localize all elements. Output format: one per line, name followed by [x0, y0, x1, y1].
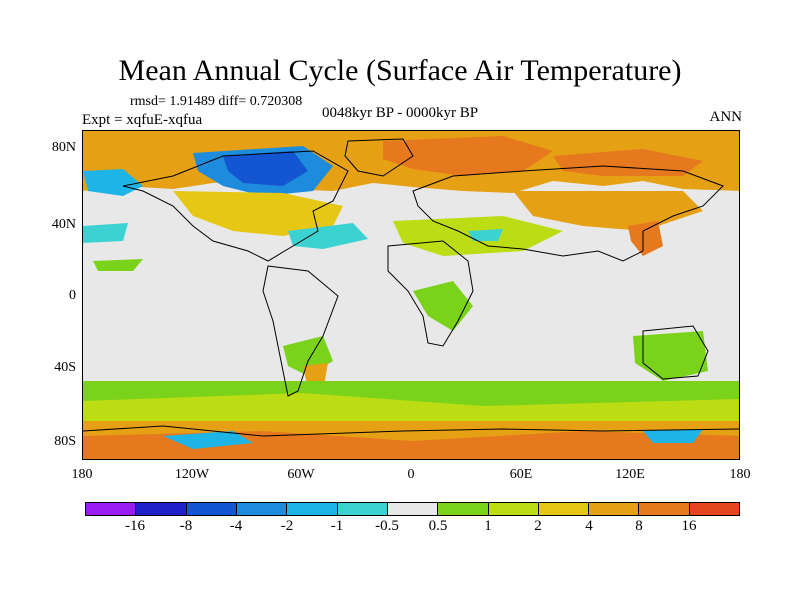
lon-label-120w: 120W	[174, 467, 210, 482]
coastline-north-america	[122, 150, 349, 262]
coastline-australia	[642, 325, 709, 380]
coastline-antarctica	[83, 425, 739, 437]
coastline-greenland	[344, 138, 414, 177]
anomaly-region-atlantic-cool	[288, 223, 368, 249]
lon-label-180-west: 180	[71, 467, 93, 482]
period-label: 0048kyr BP - 0000kyr BP	[322, 105, 479, 121]
colorbar-label: 8	[635, 518, 643, 534]
anomaly-region-na-mild	[173, 191, 343, 236]
anomaly-region-antarctica-cold-east	[643, 429, 703, 443]
colorbar-box	[589, 503, 640, 515]
colorbar-box	[186, 503, 237, 515]
coastline-south-america	[262, 265, 339, 397]
lon-label-60e: 60E	[509, 467, 533, 482]
colorbar-box	[86, 503, 137, 515]
anomaly-region-alaska-cool	[83, 169, 143, 196]
rmsd-diff-stats: rmsd= 1.91489 diff= 0.720308	[130, 94, 303, 109]
colorbar-box	[488, 503, 539, 515]
anomaly-region-antarctica-cold	[163, 431, 253, 449]
colorbar-box	[287, 503, 338, 515]
anomaly-region-antarctica-strong	[83, 431, 739, 459]
colorbar-label: 0.5	[428, 518, 448, 534]
colorbar-box	[639, 503, 690, 515]
coastlines	[83, 138, 739, 437]
anomaly-region-india-cool	[468, 229, 503, 241]
lon-label-180-east: 180	[729, 467, 751, 482]
colorbar-label: 16	[681, 518, 697, 534]
experiment-label: Expt = xqfuE-xqfua	[82, 112, 203, 128]
anomaly-region-eurasia-mid	[513, 191, 703, 231]
lon-label-120e: 120E	[615, 467, 645, 482]
season-label: ANN	[709, 109, 743, 125]
colorbar-label: -1	[330, 518, 344, 534]
colorbar	[85, 502, 740, 516]
lat-label-40s: 40S	[54, 360, 76, 375]
colorbar-label: 1	[484, 518, 492, 534]
anomaly-region-eurasia-strong	[383, 136, 553, 176]
coastline-africa	[387, 240, 474, 347]
temperature-anomaly-map	[83, 131, 739, 459]
coastline-europe-asia	[412, 165, 724, 262]
map-panel	[82, 130, 740, 460]
colorbar-label: 2	[534, 518, 542, 534]
lon-label-60w: 60W	[287, 467, 315, 482]
colorbar-box	[387, 503, 439, 515]
colorbar-label: -16	[125, 518, 145, 534]
anomaly-region-australia-weak	[633, 331, 708, 381]
map-title: Mean Annual Cycle (Surface Air Temperatu…	[118, 54, 682, 87]
colorbar-label: -2	[280, 518, 294, 534]
anomaly-region-canada-strong-cold	[223, 151, 308, 186]
colorbar-label: 4	[585, 518, 593, 534]
lat-label-80n: 80N	[51, 140, 76, 155]
anomaly-region-africa-weak	[413, 281, 473, 331]
lat-label-40n: 40N	[51, 217, 76, 232]
anomaly-region-siberia-warm	[553, 149, 703, 176]
anomaly-region-pacific-weak	[93, 259, 143, 271]
colorbar-label: -8	[179, 518, 193, 534]
anomaly-region-east-asia-warm	[628, 221, 663, 256]
colorbar-label: -0.5	[375, 518, 399, 534]
colorbar-box	[136, 503, 187, 515]
colorbar-box	[538, 503, 590, 515]
colorbar-box	[689, 503, 740, 515]
colorbar-box	[438, 503, 489, 515]
lat-label-80s: 80S	[54, 434, 76, 449]
lat-label-equator: 0	[69, 288, 76, 303]
colorbar-box	[236, 503, 288, 515]
colorbar-box	[337, 503, 388, 515]
anomaly-region-pacific-cool	[83, 223, 128, 243]
anomaly-region-southern-ocean-mild	[83, 393, 739, 426]
lon-label-0: 0	[407, 467, 415, 482]
colorbar-label: -4	[229, 518, 243, 534]
